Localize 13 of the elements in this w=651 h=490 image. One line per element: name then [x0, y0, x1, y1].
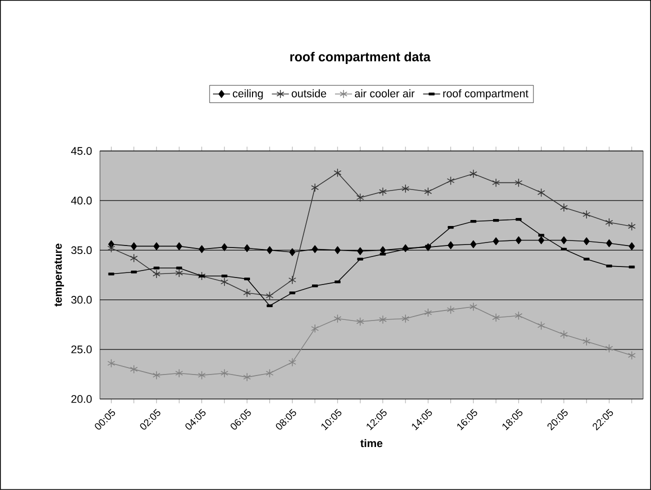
legend-label: roof compartment [443, 89, 528, 100]
y-tick-label: 20.0 [71, 395, 92, 403]
legend-label: ceiling [232, 89, 263, 100]
y-tick-label: 40.0 [71, 196, 92, 204]
y-tick-label: 45.0 [71, 147, 92, 155]
x-axis-title: time [360, 439, 382, 448]
chart-title: roof compartment data [290, 52, 431, 64]
y-axis-title: temperature [54, 244, 64, 307]
y-tick-label: 25.0 [71, 346, 92, 354]
legend-label: air cooler air [354, 89, 415, 98]
y-tick-label: 35.0 [71, 246, 92, 254]
y-tick-label: 30.0 [71, 296, 92, 304]
legend-label: outside [292, 89, 326, 98]
